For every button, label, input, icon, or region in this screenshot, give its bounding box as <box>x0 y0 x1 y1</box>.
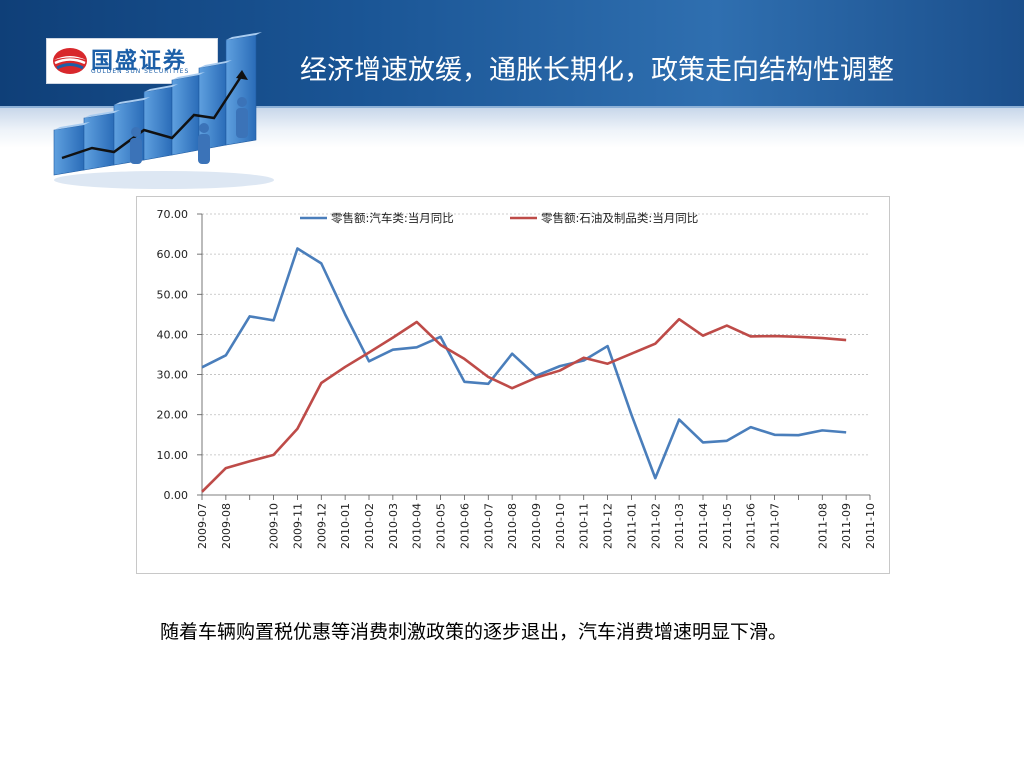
x-tick-label: 2011-01 <box>625 503 638 549</box>
x-tick-label: 2010-06 <box>458 503 471 549</box>
y-tick-label: 40.00 <box>157 328 189 341</box>
chart-legend: 零售额:汽车类:当月同比 零售额:石油及制品类:当月同比 <box>300 211 698 225</box>
y-tick-label: 20.00 <box>157 409 189 422</box>
slide-caption: 随着车辆购置税优惠等消费刺激政策的逐步退出，汽车消费增速明显下滑。 <box>160 621 788 643</box>
x-tick-label: 2011-05 <box>721 503 734 549</box>
series-line-0 <box>201 247 847 480</box>
x-tick-label: 2011-04 <box>697 503 710 549</box>
y-tick-label: 70.00 <box>157 208 189 221</box>
x-tick-label: 2009-12 <box>315 503 328 549</box>
x-tick-label: 2010-01 <box>339 503 352 549</box>
x-tick-label: 2011-08 <box>816 503 829 549</box>
x-tick-label: 2011-02 <box>649 503 662 549</box>
company-logo: 国盛证券 GOLDEN SUN SECURITIES <box>46 38 218 84</box>
x-tick-label: 2010-10 <box>554 503 567 549</box>
retail-yoy-line-chart: 0.00 10.00 20.00 30.00 40.00 50.00 60.00 70.00 2… <box>157 208 878 549</box>
logo-english-text: GOLDEN SUN SECURITIES <box>91 68 190 75</box>
x-tick-label: 2010-08 <box>506 503 519 549</box>
x-tick-label: 2009-08 <box>220 503 233 549</box>
x-tick-label: 2010-12 <box>602 503 615 549</box>
x-tick-label: 2011-06 <box>745 503 758 549</box>
x-tick-label: 2010-02 <box>363 503 376 549</box>
x-tick-label: 2010-07 <box>482 503 495 549</box>
axis-layer: 0.00 10.00 20.00 30.00 40.00 50.00 60.00 70.00 2… <box>157 208 878 549</box>
series-layer <box>201 247 847 493</box>
chart-frame: 0.00 10.00 20.00 30.00 40.00 50.00 60.00 70.00 2… <box>136 196 890 574</box>
x-tick-label: 2011-03 <box>673 503 686 549</box>
x-tick-label: 2009-11 <box>291 503 304 549</box>
x-tick-label: 2010-09 <box>530 503 543 549</box>
x-tick-label: 2010-05 <box>435 503 448 549</box>
logo-chinese-text: 国盛证券 <box>91 48 188 74</box>
business-growth-bar-chart-illustration <box>53 32 274 189</box>
x-tick-label: 2010-03 <box>387 503 400 549</box>
y-tick-label: 50.00 <box>157 288 189 301</box>
x-tick-label: 2011-09 <box>840 503 853 549</box>
y-tick-label: 0.00 <box>164 489 189 502</box>
y-tick-label: 30.00 <box>157 369 189 382</box>
x-tick-label: 2009-10 <box>268 503 281 549</box>
x-tick-label: 2009-07 <box>196 503 209 549</box>
series-line-1 <box>201 317 847 493</box>
header-divider <box>0 106 1024 109</box>
x-tick-label: 2010-04 <box>411 503 424 549</box>
x-tick-label: 2011-07 <box>769 503 782 549</box>
x-tick-label: 2011-10 <box>864 503 877 549</box>
legend-label-oil: 零售额:石油及制品类:当月同比 <box>541 211 698 225</box>
y-tick-label: 60.00 <box>157 248 189 261</box>
grid-layer <box>202 213 870 456</box>
golden-sun-logo-icon <box>53 48 87 74</box>
x-tick-label: 2010-11 <box>578 503 591 549</box>
slide-title: 经济增速放缓，通胀长期化，政策走向结构性调整 <box>300 55 894 86</box>
legend-label-auto: 零售额:汽车类:当月同比 <box>331 211 454 225</box>
y-tick-label: 10.00 <box>157 449 189 462</box>
